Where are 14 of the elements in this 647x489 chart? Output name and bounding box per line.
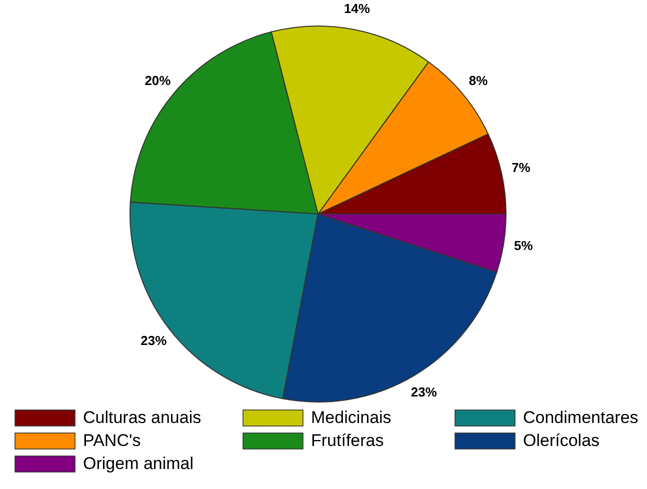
legend-label: Culturas anuais bbox=[83, 408, 202, 427]
legend-label: Medicinais bbox=[311, 408, 392, 427]
legend-label: Frutíferas bbox=[311, 431, 384, 450]
data-label: 20% bbox=[144, 72, 172, 88]
data-label: 7% bbox=[512, 160, 531, 176]
data-label: 23% bbox=[410, 384, 438, 400]
legend-label: Olerícolas bbox=[523, 431, 600, 450]
data-label: 5% bbox=[514, 238, 534, 253]
legend-label: Condimentares bbox=[523, 408, 638, 427]
data-label: 23% bbox=[140, 332, 168, 348]
data-label: 14% bbox=[344, 1, 370, 16]
legend-label: Origem animal bbox=[83, 454, 194, 473]
data-label: 8% bbox=[468, 72, 488, 88]
legend-label: PANC's bbox=[83, 431, 141, 450]
